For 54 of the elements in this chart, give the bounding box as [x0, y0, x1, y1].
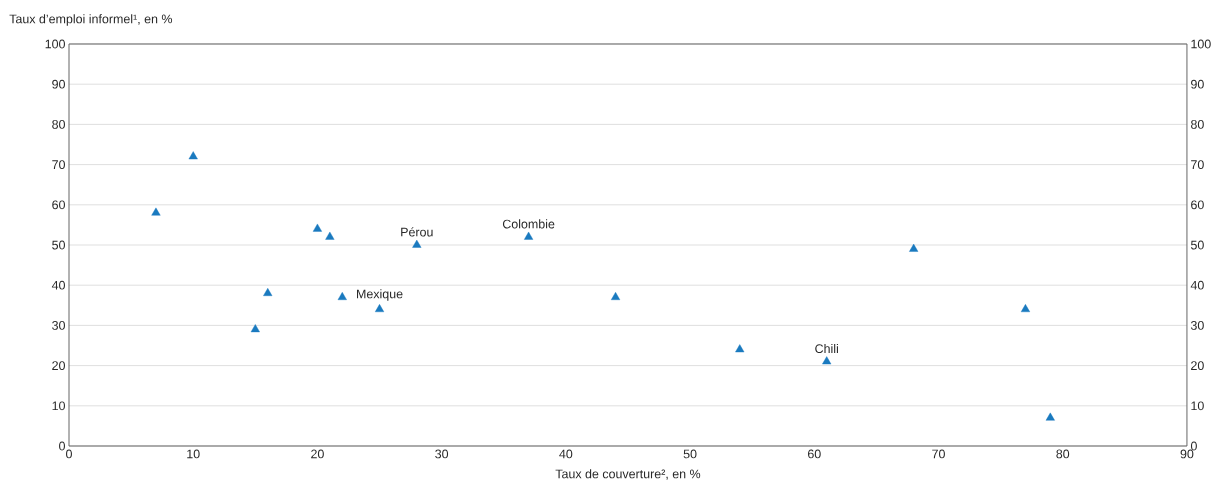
x-axis-title: Taux de couverture², en %: [555, 469, 701, 480]
y-tick-label: 80: [52, 120, 65, 129]
x-tick-label: 0: [66, 449, 72, 459]
annotation: Mexique: [357, 289, 403, 301]
y-tick-label: 70: [52, 160, 65, 170]
point: [822, 356, 832, 365]
point: [1045, 412, 1055, 421]
annotation: Chili: [815, 343, 838, 354]
y2-tick-label: 100: [1191, 39, 1211, 49]
x-tick-label: 50: [683, 449, 697, 459]
x-tick-label: 10: [187, 449, 200, 459]
x-tick-label: 20: [311, 449, 324, 459]
y2-tick-label: 0: [1190, 441, 1197, 451]
y2-tick-label: 40: [1190, 280, 1204, 290]
point: [909, 243, 919, 252]
point: [1020, 304, 1030, 313]
y2-tick-label: 80: [1191, 120, 1204, 129]
y2-tick-label: 10: [1191, 401, 1204, 411]
y-tick-label: 50: [52, 240, 65, 250]
y2-tick-label: 60: [1191, 200, 1204, 210]
x-tick-label: 90: [1180, 449, 1194, 459]
point: [337, 292, 347, 300]
point: [263, 288, 273, 296]
point: [375, 304, 385, 313]
annotation: Pérou: [401, 227, 433, 237]
y-tick-label: 40: [51, 280, 65, 290]
y-tick-label: 100: [45, 39, 65, 49]
point: [188, 151, 198, 160]
y2-tick-label: 70: [1191, 160, 1204, 170]
x-tick-label: 80: [1056, 449, 1070, 459]
point: [151, 207, 161, 216]
y2-tick-label: 50: [1190, 240, 1204, 250]
point: [735, 344, 745, 353]
y-tick-label: 20: [52, 361, 65, 371]
x-tick-label: 60: [807, 449, 821, 459]
y-tick-label: 0: [59, 441, 65, 451]
annotation: Colombie: [502, 219, 555, 229]
point: [312, 223, 322, 232]
y2-tick-label: 90: [1191, 79, 1204, 89]
y-tick-label: 90: [52, 79, 65, 89]
y-axis-title: Taux d’emploi informel¹, en %: [9, 14, 173, 26]
point: [325, 231, 335, 240]
point: [524, 231, 534, 240]
y2-tick-label: 20: [1191, 361, 1204, 371]
y-tick-label: 10: [52, 401, 65, 411]
x-tick-label: 30: [435, 449, 449, 459]
point: [611, 292, 621, 300]
point: [250, 324, 260, 333]
point: [412, 239, 422, 248]
x-tick-label: 40: [559, 449, 573, 459]
y-tick-label: 30: [52, 321, 65, 330]
y2-tick-label: 30: [1190, 321, 1204, 330]
y-tick-label: 60: [52, 200, 65, 210]
x-tick-label: 70: [932, 449, 945, 459]
